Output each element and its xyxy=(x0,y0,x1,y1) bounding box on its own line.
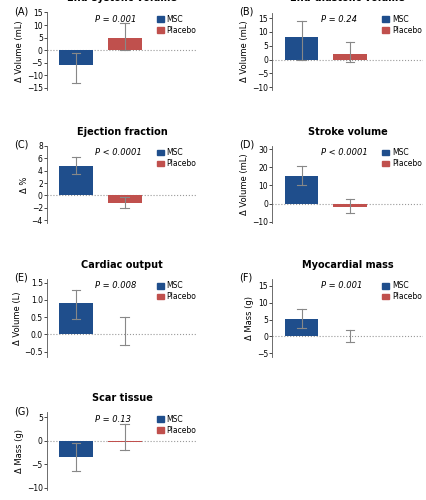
Bar xyxy=(59,304,93,334)
Text: P = 0.24: P = 0.24 xyxy=(320,15,356,24)
Legend: MSC, Placebo: MSC, Placebo xyxy=(156,282,196,302)
Text: (B): (B) xyxy=(239,6,253,16)
Bar xyxy=(107,440,141,442)
Legend: MSC, Placebo: MSC, Placebo xyxy=(381,148,421,168)
Title: Stroke volume: Stroke volume xyxy=(307,126,386,136)
Title: Scar tissue: Scar tissue xyxy=(92,394,152,404)
Text: P = 0.001: P = 0.001 xyxy=(320,282,361,290)
Bar xyxy=(59,440,93,457)
Text: (F): (F) xyxy=(239,273,252,283)
Legend: MSC, Placebo: MSC, Placebo xyxy=(156,15,196,34)
Bar xyxy=(284,176,318,204)
Y-axis label: Δ %: Δ % xyxy=(20,176,29,193)
Bar xyxy=(284,38,318,60)
Text: P = 0.001: P = 0.001 xyxy=(95,15,136,24)
Text: P = 0.13: P = 0.13 xyxy=(95,415,131,424)
Title: End-diastolic volume: End-diastolic volume xyxy=(289,0,404,4)
Title: Myocardial mass: Myocardial mass xyxy=(301,260,392,270)
Legend: MSC, Placebo: MSC, Placebo xyxy=(156,148,196,168)
Text: (E): (E) xyxy=(14,273,28,283)
Y-axis label: Δ Volume (mL): Δ Volume (mL) xyxy=(15,20,24,82)
Text: P < 0.0001: P < 0.0001 xyxy=(95,148,141,157)
Y-axis label: Δ Volume (mL): Δ Volume (mL) xyxy=(240,154,249,216)
Bar xyxy=(107,38,141,50)
Bar xyxy=(107,196,141,203)
Bar xyxy=(332,204,366,207)
Text: (G): (G) xyxy=(14,406,29,416)
Text: P = 0.008: P = 0.008 xyxy=(95,282,136,290)
Legend: MSC, Placebo: MSC, Placebo xyxy=(381,282,421,302)
Bar xyxy=(284,319,318,336)
Bar xyxy=(332,54,366,60)
Y-axis label: Δ Mass (g): Δ Mass (g) xyxy=(15,429,24,473)
Title: End-systolic volume: End-systolic volume xyxy=(67,0,177,4)
Y-axis label: Δ Volume (L): Δ Volume (L) xyxy=(12,291,21,344)
Legend: MSC, Placebo: MSC, Placebo xyxy=(381,15,421,34)
Bar xyxy=(59,50,93,65)
Legend: MSC, Placebo: MSC, Placebo xyxy=(156,415,196,434)
Text: P < 0.0001: P < 0.0001 xyxy=(320,148,366,157)
Text: (C): (C) xyxy=(14,140,28,149)
Title: Cardiac output: Cardiac output xyxy=(81,260,163,270)
Text: (A): (A) xyxy=(14,6,28,16)
Text: (D): (D) xyxy=(239,140,254,149)
Y-axis label: Δ Volume (mL): Δ Volume (mL) xyxy=(240,20,249,82)
Title: Ejection fraction: Ejection fraction xyxy=(77,126,167,136)
Y-axis label: Δ Mass (g): Δ Mass (g) xyxy=(245,296,253,340)
Bar xyxy=(59,166,93,196)
